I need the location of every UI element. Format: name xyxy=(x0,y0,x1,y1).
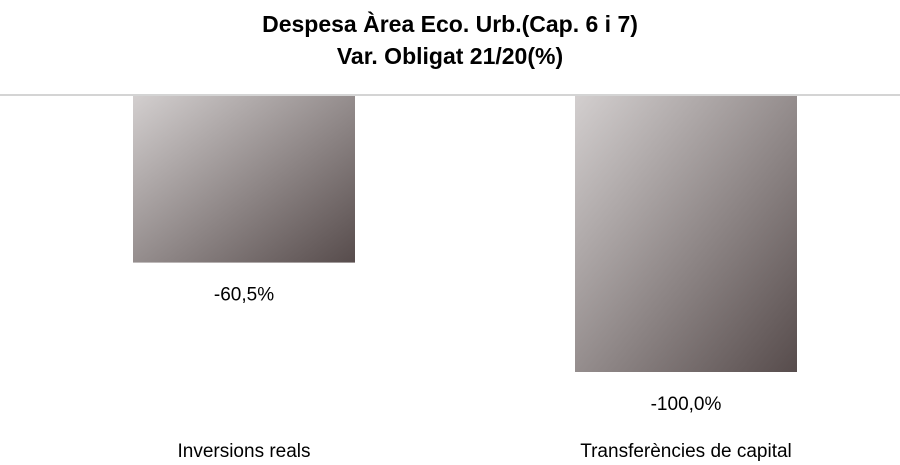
bar xyxy=(575,95,797,372)
bar xyxy=(133,95,355,263)
value-label: -100,0% xyxy=(651,394,722,415)
x-tick-label: Transferències de capital xyxy=(580,441,792,462)
chart-title: Var. Obligat 21/20(%) xyxy=(337,43,563,69)
x-tick-label: Inversions reals xyxy=(177,441,310,462)
chart-title: Despesa Àrea Eco. Urb.(Cap. 6 i 7) xyxy=(262,10,638,37)
value-label: -60,5% xyxy=(214,285,274,306)
